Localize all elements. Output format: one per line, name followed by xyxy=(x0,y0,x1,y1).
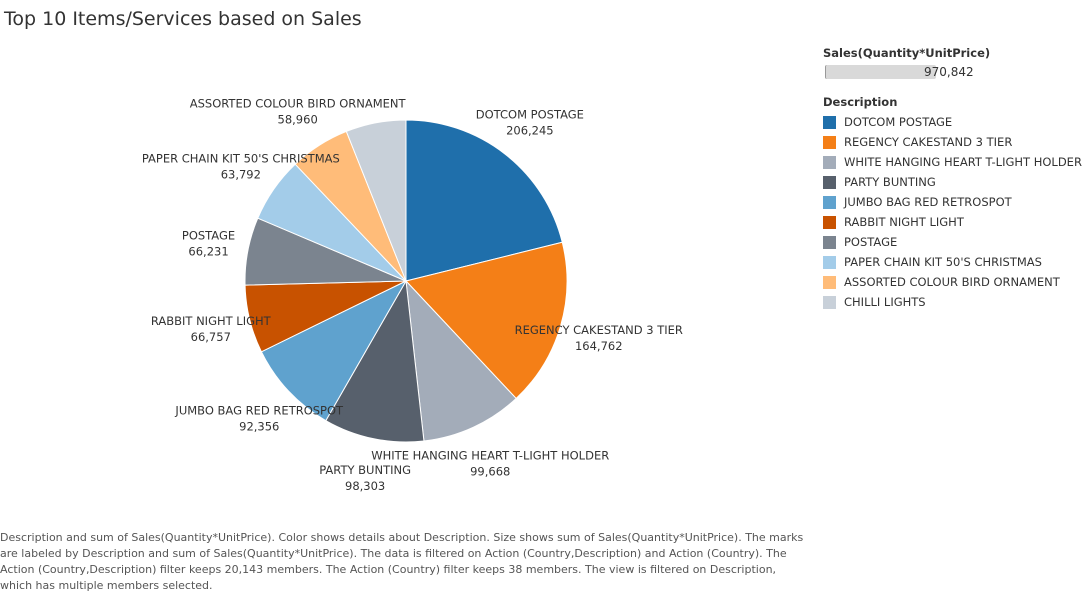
legend-label: WHITE HANGING HEART T-LIGHT HOLDER xyxy=(844,155,1082,169)
legend-label: DOTCOM POSTAGE xyxy=(844,115,953,129)
legend-swatch xyxy=(823,295,836,309)
legend-item[interactable]: RABBIT NIGHT LIGHT xyxy=(823,212,1082,232)
slice-name-label: PAPER CHAIN KIT 50'S CHRISTMAS xyxy=(142,151,340,165)
legend-item[interactable]: WHITE HANGING HEART T-LIGHT HOLDER xyxy=(823,152,1082,172)
legend-swatch xyxy=(823,155,836,169)
slice-value-label: 98,303 xyxy=(345,479,385,493)
slice-name-label: ASSORTED COLOUR BIRD ORNAMENT xyxy=(190,97,407,111)
legend-label: CHILLI LIGHTS xyxy=(844,295,926,309)
legend-swatch xyxy=(823,135,836,149)
slice-label: WHITE HANGING HEART T-LIGHT HOLDER 99,668 xyxy=(371,448,609,478)
slice-label: RABBIT NIGHT LIGHT 66,757 xyxy=(151,314,272,344)
pie-chart: DOTCOM POSTAGE 206,245 REGENCY CAKESTAND 3… xyxy=(142,97,683,493)
legend-label: PAPER CHAIN KIT 50'S CHRISTMAS xyxy=(844,255,1042,269)
slice-name-label: WHITE HANGING HEART T-LIGHT HOLDER xyxy=(371,448,609,462)
legend-item[interactable]: PAPER CHAIN KIT 50'S CHRISTMAS xyxy=(823,252,1082,272)
slice-label: PAPER CHAIN KIT 50'S CHRISTMAS 63,792 xyxy=(142,151,340,181)
pie-slice[interactable] xyxy=(405,241,568,400)
pie-slice[interactable] xyxy=(405,279,517,442)
slice-value-label: 66,231 xyxy=(188,244,228,258)
legend-label: PARTY BUNTING xyxy=(844,175,936,189)
legend-label: RABBIT NIGHT LIGHT xyxy=(844,215,964,229)
slice-value-label: 99,668 xyxy=(470,464,510,478)
legend-swatch xyxy=(823,215,836,229)
size-legend: 970,842 xyxy=(823,63,1082,83)
legend-panel: Sales(Quantity*UnitPrice) 970,842 Descri… xyxy=(823,46,1082,312)
legend-item[interactable]: POSTAGE xyxy=(823,232,1082,252)
legend-item[interactable]: PARTY BUNTING xyxy=(823,172,1082,192)
slice-name-label: POSTAGE xyxy=(182,228,235,242)
slice-value-label: 66,757 xyxy=(191,330,231,344)
legend-swatch xyxy=(823,235,836,249)
slice-name-label: REGENCY CAKESTAND 3 TIER xyxy=(515,323,683,337)
legend-item[interactable]: REGENCY CAKESTAND 3 TIER xyxy=(823,132,1082,152)
slice-value-label: 63,792 xyxy=(221,167,261,181)
legend-label: JUMBO BAG RED RETROSPOT xyxy=(844,195,1012,209)
legend-item[interactable]: DOTCOM POSTAGE xyxy=(823,112,1082,132)
slice-label: ASSORTED COLOUR BIRD ORNAMENT 58,960 xyxy=(190,97,407,127)
slice-value-label: 164,762 xyxy=(575,339,623,353)
slice-label: PARTY BUNTING 98,303 xyxy=(319,463,411,493)
slice-label: POSTAGE 66,231 xyxy=(182,228,235,258)
pie-slice[interactable] xyxy=(345,119,407,282)
slice-value-label: 92,356 xyxy=(239,419,279,433)
slice-value-label: 206,245 xyxy=(506,124,554,138)
legend-label: ASSORTED COLOUR BIRD ORNAMENT xyxy=(844,275,1060,289)
pie-slice[interactable] xyxy=(405,119,563,282)
slice-label: DOTCOM POSTAGE 206,245 xyxy=(476,108,584,138)
slice-name-label: PARTY BUNTING xyxy=(319,463,411,477)
size-legend-value: 970,842 xyxy=(924,65,974,79)
pie-slice[interactable] xyxy=(260,279,408,422)
legend-label: REGENCY CAKESTAND 3 TIER xyxy=(844,135,1013,149)
legend-swatch xyxy=(823,115,836,129)
legend-swatch xyxy=(823,255,836,269)
slice-label: JUMBO BAG RED RETROSPOT 92,356 xyxy=(174,403,344,433)
slice-label: REGENCY CAKESTAND 3 TIER 164,762 xyxy=(515,323,683,353)
legend-item[interactable]: JUMBO BAG RED RETROSPOT xyxy=(823,192,1082,212)
legend-swatch xyxy=(823,275,836,289)
pie-slice[interactable] xyxy=(325,279,425,443)
slice-value-label: 58,960 xyxy=(278,113,318,127)
legend-label: POSTAGE xyxy=(844,235,898,249)
legend-swatch xyxy=(823,175,836,189)
slice-name-label: RABBIT NIGHT LIGHT xyxy=(151,314,272,328)
legend-item[interactable]: ASSORTED COLOUR BIRD ORNAMENT xyxy=(823,272,1082,292)
legend-swatch xyxy=(823,195,836,209)
slice-name-label: JUMBO BAG RED RETROSPOT xyxy=(174,403,344,417)
size-legend-title: Sales(Quantity*UnitPrice) xyxy=(823,46,991,60)
chart-title: Top 10 Items/Services based on Sales xyxy=(4,8,362,30)
slice-name-label: DOTCOM POSTAGE xyxy=(476,108,584,122)
color-legend-title: Description xyxy=(823,95,898,109)
color-legend: DOTCOM POSTAGE REGENCY CAKESTAND 3 TIER WH… xyxy=(823,112,1082,312)
legend-item[interactable]: CHILLI LIGHTS xyxy=(823,292,1082,312)
chart-caption: Description and sum of Sales(Quantity*Un… xyxy=(0,531,804,592)
size-legend-bar xyxy=(825,65,936,79)
